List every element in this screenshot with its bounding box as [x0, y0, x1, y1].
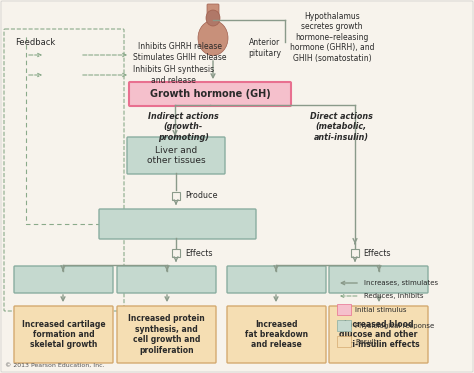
Text: Reduces, inhibits: Reduces, inhibits [364, 293, 423, 299]
Text: Produce: Produce [185, 191, 218, 201]
Text: Liver and
other tissues: Liver and other tissues [146, 146, 205, 165]
Text: Inhibits GH synthesis
and release: Inhibits GH synthesis and release [133, 65, 214, 85]
Ellipse shape [206, 10, 220, 26]
Ellipse shape [198, 21, 228, 56]
FancyBboxPatch shape [329, 306, 428, 363]
FancyBboxPatch shape [14, 306, 113, 363]
FancyBboxPatch shape [117, 266, 216, 293]
FancyBboxPatch shape [129, 82, 291, 106]
Bar [337, 336, 351, 347]
Text: Feedback: Feedback [15, 38, 55, 47]
FancyBboxPatch shape [227, 306, 326, 363]
Text: Indirect actions
(growth-
promoting): Indirect actions (growth- promoting) [148, 112, 219, 142]
Text: Growth hormone (GH): Growth hormone (GH) [150, 89, 270, 99]
Text: Increased blood
glucose and other
anti-insulin effects: Increased blood glucose and other anti-i… [337, 320, 419, 350]
Text: Increased
fat breakdown
and release: Increased fat breakdown and release [245, 320, 308, 350]
FancyBboxPatch shape [207, 4, 219, 26]
Text: Effects: Effects [185, 248, 212, 257]
FancyBboxPatch shape [14, 266, 113, 293]
Text: Direct actions
(metabolic,
anti-insulin): Direct actions (metabolic, anti-insulin) [310, 112, 373, 142]
FancyBboxPatch shape [117, 306, 216, 363]
FancyBboxPatch shape [99, 209, 256, 239]
Text: Increased protein
synthesis, and
cell growth and
proliferation: Increased protein synthesis, and cell gr… [128, 314, 205, 355]
Text: © 2013 Pearson Education, Inc.: © 2013 Pearson Education, Inc. [5, 363, 105, 368]
Text: Inhibits GHRH release
Stimulates GHIH release: Inhibits GHRH release Stimulates GHIH re… [133, 42, 227, 62]
Text: Anterior
pituitary: Anterior pituitary [248, 38, 281, 58]
Bar [337, 320, 351, 331]
Text: Increased cartilage
formation and
skeletal growth: Increased cartilage formation and skelet… [22, 320, 105, 350]
Text: Hypothalamus
secretes growth
hormone–releasing
hormone (GHRH), and
GHIH (somatos: Hypothalamus secretes growth hormone–rel… [290, 12, 374, 63]
FancyBboxPatch shape [127, 137, 225, 174]
Text: Increases, stimulates: Increases, stimulates [364, 280, 438, 286]
Text: Initial stimulus: Initial stimulus [355, 307, 407, 313]
FancyBboxPatch shape [227, 266, 326, 293]
Text: Result: Result [355, 339, 376, 345]
Bar [337, 304, 351, 315]
Text: Physiological response: Physiological response [355, 323, 434, 329]
Text: Effects: Effects [363, 248, 391, 257]
FancyBboxPatch shape [329, 266, 428, 293]
